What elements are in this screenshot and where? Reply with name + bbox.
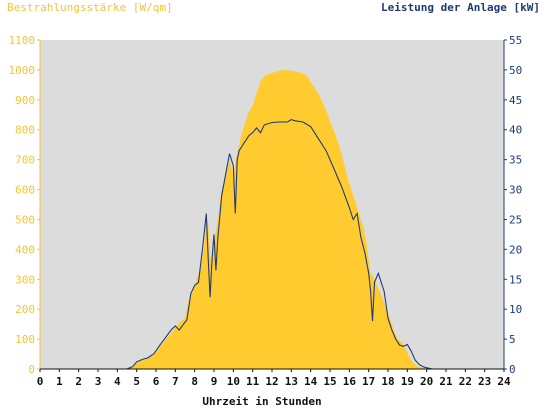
x-tick-label: 3: [95, 375, 102, 388]
x-tick-label: 9: [211, 375, 218, 388]
left-tick-label: 300: [15, 273, 35, 286]
x-tick-label: 10: [227, 375, 240, 388]
right-tick-label: 25: [509, 213, 522, 226]
x-tick-label: 19: [401, 375, 414, 388]
right-tick-label: 40: [509, 124, 522, 137]
x-tick-label: 1: [56, 375, 63, 388]
right-tick-label: 45: [509, 94, 522, 107]
x-tick-label: 12: [265, 375, 278, 388]
left-axis: 0 100 200 300 400 500 600 700 800 900 1000 1100: [9, 34, 41, 376]
x-axis: 0 1 2 3 4 5 6 7 8 9 10 11 12 13 14 15 16 17 18 19 20 21 22 23 24: [37, 368, 511, 388]
right-axis-title: Leistung der Anlage [kW]: [381, 1, 540, 14]
left-tick-label: 400: [15, 243, 35, 256]
left-tick-label: 1000: [9, 64, 36, 77]
x-tick-label: 20: [420, 375, 433, 388]
power-line-layer: [40, 118, 504, 370]
power-line: [40, 118, 504, 370]
right-tick-label: 55: [509, 34, 522, 47]
x-tick-label: 6: [153, 375, 160, 388]
right-tick-label: 20: [509, 243, 522, 256]
left-tick-label: 800: [15, 124, 35, 137]
x-tick-label: 2: [75, 375, 82, 388]
left-tick-label: 500: [15, 213, 35, 226]
x-tick-label: 4: [114, 375, 121, 388]
left-tick-label: 900: [15, 94, 35, 107]
left-tick-label: 600: [15, 184, 35, 197]
right-tick-label: 5: [509, 333, 516, 346]
left-tick-label: 700: [15, 154, 35, 167]
x-tick-label: 24: [497, 375, 511, 388]
x-tick-label: 22: [459, 375, 472, 388]
left-tick-label: 100: [15, 333, 35, 346]
left-axis-title: Bestrahlungsstärke [W/qm]: [7, 1, 173, 14]
x-tick-label: 13: [285, 375, 298, 388]
x-tick-label: 0: [37, 375, 44, 388]
x-axis-label: Uhrzeit in Stunden: [202, 395, 321, 408]
x-tick-label: 15: [323, 375, 336, 388]
x-tick-label: 5: [133, 375, 140, 388]
left-tick-label: 1100: [9, 34, 36, 47]
x-tick-label: 7: [172, 375, 179, 388]
x-tick-label: 8: [191, 375, 198, 388]
right-tick-label: 15: [509, 273, 522, 286]
right-tick-label: 50: [509, 64, 522, 77]
left-tick-label: 0: [28, 363, 35, 376]
x-tick-label: 17: [362, 375, 375, 388]
x-tick-label: 11: [246, 375, 260, 388]
left-tick-label: 200: [15, 303, 35, 316]
irradiance-area-layer: [40, 69, 504, 370]
right-tick-label: 10: [509, 303, 522, 316]
x-tick-label: 21: [439, 375, 453, 388]
right-axis: 0 5 10 15 20 25 30 35 40 45 50 55: [503, 34, 522, 376]
x-tick-label: 23: [478, 375, 491, 388]
x-tick-label: 14: [304, 375, 318, 388]
x-tick-label: 18: [381, 375, 394, 388]
right-tick-label: 0: [509, 363, 516, 376]
right-tick-label: 30: [509, 184, 522, 197]
x-tick-label: 16: [343, 375, 357, 388]
right-tick-label: 35: [509, 154, 522, 167]
irradiance-area: [40, 69, 504, 370]
